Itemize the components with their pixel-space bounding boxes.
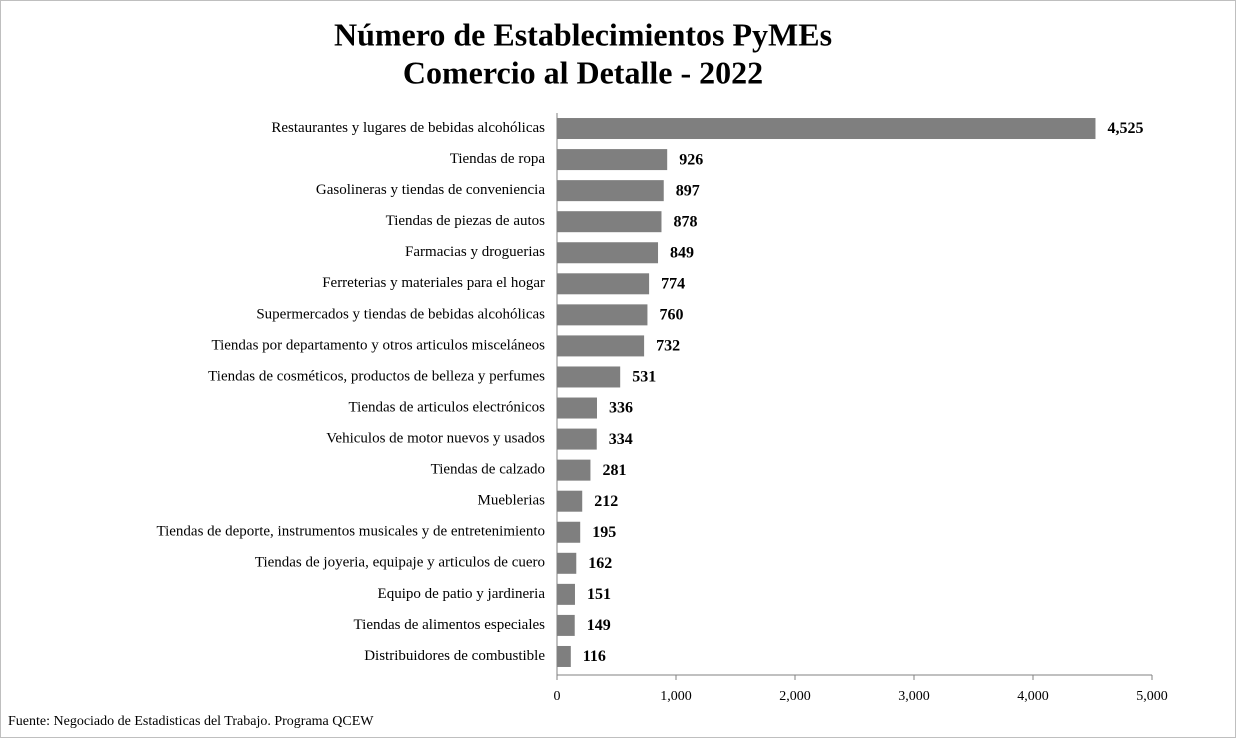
bar: [557, 521, 581, 543]
value-label: 336: [609, 400, 633, 417]
x-tick-label: 5,000: [1136, 689, 1168, 704]
source-note: Fuente: Negociado de Estadisticas del Tr…: [8, 714, 374, 729]
y-tick-label: Vehiculos de motor nuevos y usados: [326, 431, 545, 447]
y-tick-label: Restaurantes y lugares de bebidas alcohó…: [271, 120, 545, 136]
y-tick-label: Gasolineras y tiendas de conveniencia: [316, 182, 545, 198]
y-tick-label: Tiendas de deporte, instrumentos musical…: [156, 524, 545, 540]
y-tick-label: Supermercados y tiendas de bebidas alcoh…: [256, 306, 545, 322]
value-label: 760: [659, 307, 683, 324]
bar: [557, 180, 664, 202]
value-label: 774: [661, 275, 685, 292]
bar: [557, 552, 577, 574]
bar: [557, 149, 668, 171]
y-tick-label: Distribuidores de combustible: [364, 648, 545, 664]
value-label: 151: [587, 586, 611, 603]
value-label: 878: [673, 213, 697, 230]
bar: [557, 645, 571, 667]
value-label: 849: [670, 244, 694, 261]
value-label: 4,525: [1107, 120, 1143, 137]
y-tick-label: Farmacias y droguerias: [405, 244, 545, 260]
y-tick-label: Ferreterias y materiales para el hogar: [322, 275, 545, 291]
y-tick-label: Tiendas de ropa: [450, 151, 546, 167]
value-label: 897: [676, 182, 700, 199]
bar: [557, 366, 621, 388]
bar: [557, 397, 597, 419]
bar: [557, 211, 662, 233]
x-tick-label: 3,000: [898, 689, 930, 704]
x-tick-label: 4,000: [1017, 689, 1049, 704]
bar: [557, 242, 659, 264]
bar: [557, 459, 591, 481]
value-label: 334: [609, 431, 633, 448]
value-label: 926: [679, 151, 703, 168]
y-tick-label: Tiendas de cosméticos, productos de bell…: [208, 368, 545, 384]
bar: [557, 614, 575, 636]
x-tick-label: 1,000: [660, 689, 692, 704]
y-tick-label: Tiendas de piezas de autos: [386, 213, 546, 229]
value-label: 531: [632, 369, 656, 386]
bar: [557, 583, 575, 605]
bar: [557, 428, 597, 450]
bar: [557, 273, 650, 295]
value-label: 116: [583, 648, 606, 665]
value-label: 149: [587, 617, 611, 634]
value-label: 732: [656, 338, 680, 355]
y-tick-label: Tiendas de joyeria, equipaje y articulos…: [255, 555, 545, 571]
y-tick-label: Tiendas de articulos electrónicos: [349, 399, 546, 415]
value-label: 212: [594, 493, 618, 510]
chart-subtitle: Comercio al Detalle - 2022: [403, 54, 763, 90]
chart-title: Número de Establecimientos PyMEs: [334, 16, 832, 52]
x-tick-label: 0: [554, 689, 561, 704]
y-tick-label: Equipo de patio y jardineria: [378, 586, 546, 602]
y-tick-label: Mueblerias: [478, 493, 546, 509]
bar: [557, 304, 648, 326]
value-label: 195: [592, 524, 616, 541]
value-label: 162: [588, 555, 612, 572]
value-label: 281: [602, 462, 626, 479]
bar: [557, 335, 645, 357]
y-tick-label: Tiendas de alimentos especiales: [354, 617, 546, 633]
bar: [557, 490, 583, 512]
y-tick-label: Tiendas por departamento y otros articul…: [211, 337, 545, 353]
y-tick-label: Tiendas de calzado: [431, 462, 545, 478]
bar: [557, 118, 1096, 140]
x-tick-label: 2,000: [779, 689, 811, 704]
